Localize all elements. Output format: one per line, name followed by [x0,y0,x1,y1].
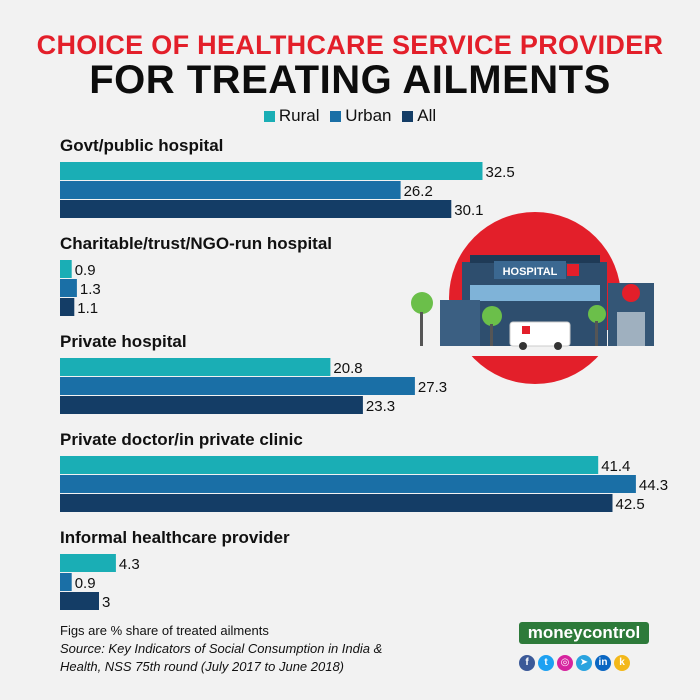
tree-trunk [595,321,598,346]
ambulance-wheel-icon [554,342,562,350]
source-line-2: Health, NSS 75th round (July 2017 to Jun… [60,659,345,674]
bar-all-2 [60,396,363,414]
bar-all-4 [60,592,99,610]
bar-urban-2 [60,377,415,395]
category-label-govt: Govt/public hospital [60,136,223,155]
sign-cross-icon [567,264,579,276]
social-icons: f t ◎ ➤ in k [519,652,633,671]
category-label-private-doctor: Private doctor/in private clinic [60,430,303,449]
value-label-rural-3: 41.4 [601,458,630,475]
bar-rural-3 [60,456,599,474]
cross-badge-icon [622,284,640,302]
twitter-icon[interactable]: t [538,655,554,671]
value-label-urban-2: 27.3 [418,379,447,396]
bar-rural-0 [60,162,483,180]
legend-item-rural: Rural [263,106,320,126]
legend-swatch-urban [330,111,342,122]
value-label-urban-4: 0.9 [75,575,96,592]
category-label-private-hospital: Private hospital [60,332,187,351]
legend: Rural Urban All [0,106,700,126]
title-line-1: CHOICE OF HEALTHCARE SERVICE PROVIDER [36,30,664,60]
bar-urban-0 [60,181,401,199]
facebook-icon[interactable]: f [519,655,535,671]
tree-icon [588,305,606,323]
bar-rural-2 [60,358,331,376]
telegram-icon[interactable]: ➤ [576,655,592,671]
bar-urban-1 [60,279,77,297]
garage-door [617,312,645,346]
figs-note: Figs are % share of treated ailments [60,623,269,638]
footnote: Figs are % share of treated ailments Sou… [60,622,382,676]
legend-item-urban: Urban [330,106,392,126]
value-label-all-3: 42.5 [616,496,645,513]
roof [470,255,600,263]
bar-all-1 [60,298,75,316]
tree-trunk [490,324,493,346]
legend-label-urban: Urban [345,106,392,125]
value-label-urban-1: 1.3 [80,281,101,298]
legend-label-rural: Rural [278,106,320,125]
hospital-illustration: HOSPITAL [405,212,665,384]
value-label-urban-3: 44.3 [639,477,668,494]
linkedin-icon[interactable]: in [595,655,611,671]
sign-board [494,261,566,279]
bar-all-0 [60,200,452,218]
value-label-rural-0: 32.5 [486,164,515,181]
category-label-informal: Informal healthcare provider [60,528,290,547]
bar-all-3 [60,494,613,512]
tree-trunk [420,312,423,346]
tree-icon [482,306,502,326]
category-label-charitable: Charitable/trust/NGO-run hospital [60,234,332,253]
value-label-all-4: 3 [102,594,110,611]
bar-rural-4 [60,554,116,572]
legend-swatch-rural [263,111,275,122]
tree-icon [411,292,433,314]
ambulance-cross-icon [522,326,530,334]
value-label-rural-1: 0.9 [75,262,96,279]
bar-urban-3 [60,475,636,493]
legend-swatch-all [402,111,414,122]
value-label-urban-0: 26.2 [404,183,433,200]
ambulance [509,321,571,347]
value-label-rural-4: 4.3 [119,556,140,573]
source-line-1: Source: Key Indicators of Social Consump… [60,641,383,656]
title-line-2: FOR TREATING AILMENTS [89,58,611,102]
koo-icon[interactable]: k [614,655,630,671]
window-band [470,285,600,301]
value-label-all-2: 23.3 [366,398,395,415]
ambulance-wheel-icon [519,342,527,350]
bar-urban-4 [60,573,72,591]
moneycontrol-logo[interactable]: moneycontrol [519,622,649,644]
value-label-rural-2: 20.8 [333,360,362,377]
value-label-all-0: 30.1 [454,202,483,219]
legend-label-all: All [417,106,437,125]
instagram-icon[interactable]: ◎ [557,655,573,671]
bar-chart: HOSPITAL Govt/public hospital Charitable… [60,136,668,611]
value-label-all-1: 1.1 [77,300,98,317]
bar-rural-1 [60,260,72,278]
legend-item-all: All [402,106,436,126]
hospital-sign-text: HOSPITAL [503,266,558,278]
bars-group: 32.5 26.2 30.1 0.9 1.3 1.1 20.8 27.3 23.3 41.4 44.… [60,162,668,611]
left-wing [440,300,480,346]
